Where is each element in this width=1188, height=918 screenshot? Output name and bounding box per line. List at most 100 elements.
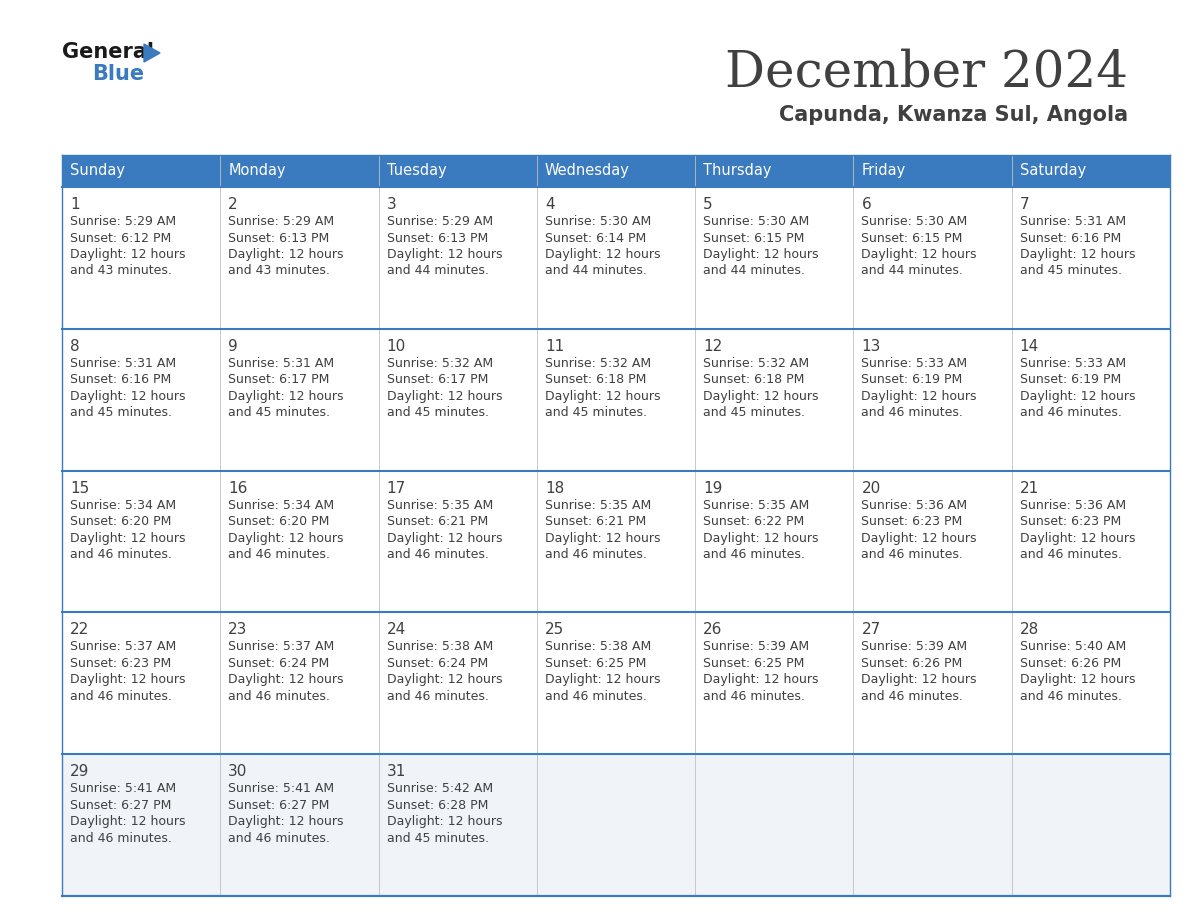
Text: Sunset: 6:13 PM: Sunset: 6:13 PM <box>228 231 329 244</box>
Text: Daylight: 12 hours: Daylight: 12 hours <box>545 532 661 544</box>
Text: Daylight: 12 hours: Daylight: 12 hours <box>386 390 503 403</box>
Text: Sunset: 6:25 PM: Sunset: 6:25 PM <box>545 657 646 670</box>
Text: Sunrise: 5:36 AM: Sunrise: 5:36 AM <box>1019 498 1126 511</box>
Text: and 46 minutes.: and 46 minutes. <box>703 690 805 703</box>
Bar <box>62 155 1170 187</box>
Bar <box>62 755 1170 896</box>
Text: 1: 1 <box>70 197 80 212</box>
Text: Thursday: Thursday <box>703 163 772 178</box>
Text: Daylight: 12 hours: Daylight: 12 hours <box>70 815 185 828</box>
Text: Daylight: 12 hours: Daylight: 12 hours <box>228 248 343 261</box>
Text: Daylight: 12 hours: Daylight: 12 hours <box>1019 674 1136 687</box>
Text: 30: 30 <box>228 764 247 779</box>
Text: December 2024: December 2024 <box>725 48 1127 97</box>
Text: Sunset: 6:26 PM: Sunset: 6:26 PM <box>861 657 962 670</box>
Text: Sunrise: 5:33 AM: Sunrise: 5:33 AM <box>861 357 967 370</box>
Text: 26: 26 <box>703 622 722 637</box>
Text: Sunset: 6:26 PM: Sunset: 6:26 PM <box>1019 657 1121 670</box>
Text: 4: 4 <box>545 197 555 212</box>
Text: Daylight: 12 hours: Daylight: 12 hours <box>228 532 343 544</box>
Text: and 44 minutes.: and 44 minutes. <box>386 264 488 277</box>
Text: Sunrise: 5:41 AM: Sunrise: 5:41 AM <box>228 782 334 795</box>
Text: Sunset: 6:24 PM: Sunset: 6:24 PM <box>386 657 488 670</box>
Text: Sunset: 6:21 PM: Sunset: 6:21 PM <box>386 515 488 528</box>
Text: 25: 25 <box>545 622 564 637</box>
Text: Daylight: 12 hours: Daylight: 12 hours <box>1019 390 1136 403</box>
Text: Sunset: 6:12 PM: Sunset: 6:12 PM <box>70 231 171 244</box>
Text: Sunrise: 5:32 AM: Sunrise: 5:32 AM <box>386 357 493 370</box>
Text: Wednesday: Wednesday <box>545 163 630 178</box>
Text: Daylight: 12 hours: Daylight: 12 hours <box>703 390 819 403</box>
Text: 28: 28 <box>1019 622 1040 637</box>
Text: Sunset: 6:23 PM: Sunset: 6:23 PM <box>861 515 962 528</box>
Text: and 45 minutes.: and 45 minutes. <box>1019 264 1121 277</box>
Text: Sunrise: 5:29 AM: Sunrise: 5:29 AM <box>70 215 176 228</box>
Text: Sunset: 6:27 PM: Sunset: 6:27 PM <box>70 799 171 812</box>
Text: Sunset: 6:23 PM: Sunset: 6:23 PM <box>1019 515 1121 528</box>
Text: and 46 minutes.: and 46 minutes. <box>386 690 488 703</box>
Text: Sunset: 6:21 PM: Sunset: 6:21 PM <box>545 515 646 528</box>
Text: Sunset: 6:14 PM: Sunset: 6:14 PM <box>545 231 646 244</box>
Text: Sunset: 6:24 PM: Sunset: 6:24 PM <box>228 657 329 670</box>
Text: Monday: Monday <box>228 163 286 178</box>
Text: Sunset: 6:25 PM: Sunset: 6:25 PM <box>703 657 804 670</box>
Text: Sunset: 6:17 PM: Sunset: 6:17 PM <box>228 374 329 386</box>
Text: 23: 23 <box>228 622 247 637</box>
Text: Sunrise: 5:36 AM: Sunrise: 5:36 AM <box>861 498 967 511</box>
Text: and 46 minutes.: and 46 minutes. <box>861 407 963 420</box>
Text: Sunrise: 5:35 AM: Sunrise: 5:35 AM <box>703 498 809 511</box>
Text: Daylight: 12 hours: Daylight: 12 hours <box>228 390 343 403</box>
Text: 18: 18 <box>545 481 564 496</box>
Text: 20: 20 <box>861 481 880 496</box>
Text: Sunrise: 5:39 AM: Sunrise: 5:39 AM <box>703 641 809 654</box>
Text: Daylight: 12 hours: Daylight: 12 hours <box>703 248 819 261</box>
Text: Daylight: 12 hours: Daylight: 12 hours <box>228 674 343 687</box>
Text: and 46 minutes.: and 46 minutes. <box>545 690 646 703</box>
Text: and 45 minutes.: and 45 minutes. <box>703 407 805 420</box>
Text: and 43 minutes.: and 43 minutes. <box>70 264 172 277</box>
Text: 10: 10 <box>386 339 406 353</box>
Text: Daylight: 12 hours: Daylight: 12 hours <box>70 248 185 261</box>
Text: Sunset: 6:16 PM: Sunset: 6:16 PM <box>1019 231 1121 244</box>
Text: Sunset: 6:13 PM: Sunset: 6:13 PM <box>386 231 488 244</box>
Text: and 44 minutes.: and 44 minutes. <box>545 264 646 277</box>
Text: Daylight: 12 hours: Daylight: 12 hours <box>70 674 185 687</box>
Text: Sunset: 6:16 PM: Sunset: 6:16 PM <box>70 374 171 386</box>
Text: Daylight: 12 hours: Daylight: 12 hours <box>545 248 661 261</box>
Text: 19: 19 <box>703 481 722 496</box>
Bar <box>62 471 1170 612</box>
Text: and 45 minutes.: and 45 minutes. <box>545 407 646 420</box>
Text: 24: 24 <box>386 622 406 637</box>
Text: Blue: Blue <box>91 64 144 84</box>
Text: Daylight: 12 hours: Daylight: 12 hours <box>861 248 977 261</box>
Text: Sunrise: 5:35 AM: Sunrise: 5:35 AM <box>545 498 651 511</box>
Text: Friday: Friday <box>861 163 905 178</box>
Text: and 45 minutes.: and 45 minutes. <box>228 407 330 420</box>
Text: and 46 minutes.: and 46 minutes. <box>1019 548 1121 561</box>
Text: Daylight: 12 hours: Daylight: 12 hours <box>1019 532 1136 544</box>
Text: Daylight: 12 hours: Daylight: 12 hours <box>861 532 977 544</box>
Bar <box>62 329 1170 471</box>
Text: General: General <box>62 42 154 62</box>
Text: Sunrise: 5:38 AM: Sunrise: 5:38 AM <box>386 641 493 654</box>
Text: Sunrise: 5:30 AM: Sunrise: 5:30 AM <box>545 215 651 228</box>
Text: 6: 6 <box>861 197 871 212</box>
Polygon shape <box>144 44 160 62</box>
Text: and 45 minutes.: and 45 minutes. <box>70 407 172 420</box>
Text: Sunrise: 5:37 AM: Sunrise: 5:37 AM <box>70 641 176 654</box>
Text: 29: 29 <box>70 764 89 779</box>
Text: Sunrise: 5:29 AM: Sunrise: 5:29 AM <box>386 215 493 228</box>
Text: Sunrise: 5:39 AM: Sunrise: 5:39 AM <box>861 641 967 654</box>
Text: 3: 3 <box>386 197 397 212</box>
Text: Daylight: 12 hours: Daylight: 12 hours <box>386 674 503 687</box>
Text: Sunset: 6:18 PM: Sunset: 6:18 PM <box>703 374 804 386</box>
Text: 13: 13 <box>861 339 880 353</box>
Text: 5: 5 <box>703 197 713 212</box>
Text: 21: 21 <box>1019 481 1040 496</box>
Text: Sunset: 6:28 PM: Sunset: 6:28 PM <box>386 799 488 812</box>
Text: Sunrise: 5:41 AM: Sunrise: 5:41 AM <box>70 782 176 795</box>
Text: Sunrise: 5:31 AM: Sunrise: 5:31 AM <box>1019 215 1126 228</box>
Text: 16: 16 <box>228 481 247 496</box>
Text: Sunset: 6:20 PM: Sunset: 6:20 PM <box>70 515 171 528</box>
Text: Sunset: 6:18 PM: Sunset: 6:18 PM <box>545 374 646 386</box>
